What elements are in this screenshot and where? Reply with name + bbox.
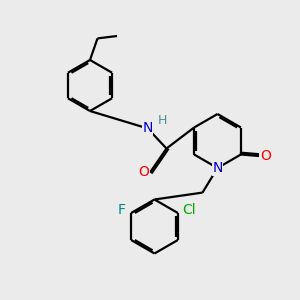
Text: Cl: Cl (182, 203, 196, 217)
Text: O: O (260, 149, 271, 163)
Text: H: H (157, 113, 167, 127)
Text: O: O (139, 165, 149, 178)
Text: F: F (118, 203, 126, 217)
Text: N: N (142, 122, 153, 135)
Text: N: N (212, 161, 223, 175)
